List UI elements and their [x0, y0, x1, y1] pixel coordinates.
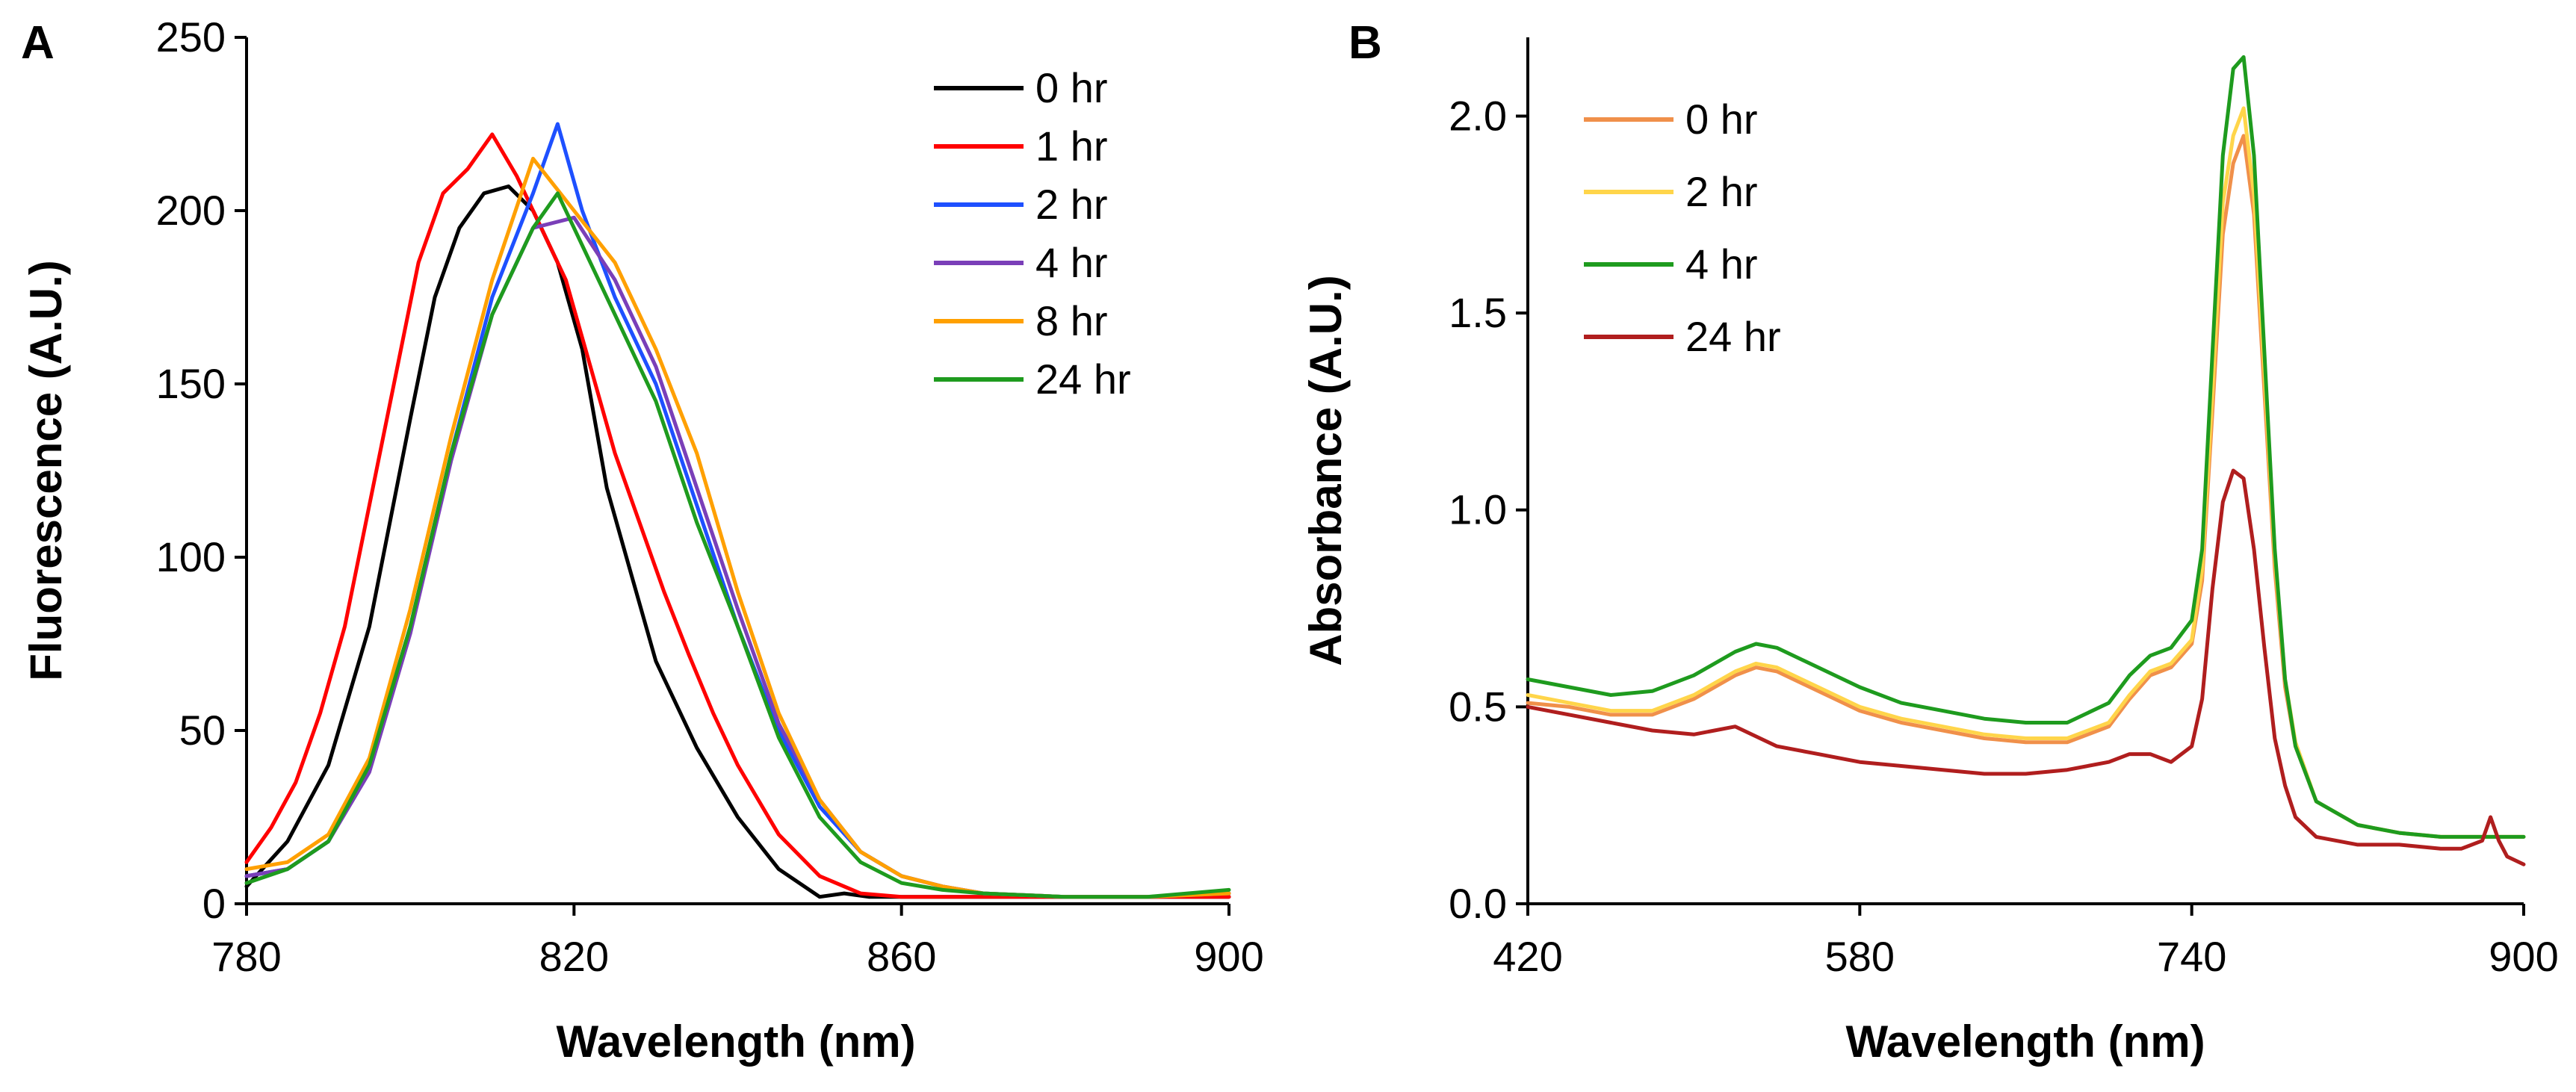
y-tick-label: 1.5 [1449, 289, 1507, 336]
legend-label: 1 hr [1035, 122, 1108, 170]
x-tick-label: 900 [1194, 933, 1263, 980]
y-tick-label: 0 [202, 880, 226, 927]
y-tick-label: 100 [156, 533, 226, 580]
x-tick-label: 860 [867, 933, 936, 980]
y-tick-label: 200 [156, 187, 226, 234]
series-line-4-hr [1526, 55, 2526, 839]
x-tick-label: 580 [1825, 933, 1895, 980]
panel-a-x-axis-title: Wavelength (nm) [556, 1017, 915, 1067]
panel-b-label: B [1349, 17, 1382, 69]
x-tick-label: 900 [2489, 933, 2558, 980]
panel-a-label: A [21, 17, 55, 69]
x-tick-label: 820 [539, 933, 609, 980]
series-line-24-hr [1526, 468, 2526, 866]
y-tick-label: 2.0 [1449, 92, 1507, 139]
y-tick-label: 250 [156, 13, 226, 61]
legend-label: 0 hr [1035, 64, 1108, 111]
x-tick-label: 780 [211, 933, 281, 980]
panel-b-y-axis-title: Absorbance (A.U.) [1301, 275, 1351, 666]
legend-label: 0 hr [1685, 96, 1758, 143]
panel-b: B 0.0 0.5 1.0 1.5 2.0 420 580 740 900 Wavelengt… [1301, 17, 2559, 1067]
panel-b-legend: 0 hr 2 hr 4 hr 24 hr [1584, 96, 1781, 360]
panel-a-y-axis-title: Fluorescence (A.U.) [21, 260, 71, 680]
legend-label: 24 hr [1685, 313, 1781, 360]
legend-label: 2 hr [1035, 181, 1108, 228]
legend-label: 4 hr [1035, 239, 1108, 286]
series-line-24-hr [244, 191, 1231, 899]
y-tick-label: 1.0 [1449, 486, 1507, 533]
series-line-2-hr [1526, 106, 2526, 839]
y-tick-label: 0.0 [1449, 880, 1507, 927]
y-tick-label: 0.5 [1449, 683, 1507, 730]
x-tick-label: 740 [2157, 933, 2226, 980]
panel-a-legend: 0 hr 1 hr 2 hr 4 hr 8 hr 24 hr [934, 64, 1131, 403]
x-tick-label: 420 [1493, 933, 1562, 980]
legend-label: 24 hr [1035, 356, 1131, 403]
y-tick-label: 150 [156, 360, 226, 407]
panel-b-x-axis-title: Wavelength (nm) [1845, 1017, 2205, 1067]
series-line-1-hr [244, 132, 1231, 899]
series-line-0-hr [244, 184, 1231, 899]
y-tick-label: 50 [179, 707, 226, 754]
legend-label: 4 hr [1685, 241, 1758, 288]
legend-label: 8 hr [1035, 297, 1108, 344]
panel-a: A 0 50 100 150 200 250 780 820 860 900 Wavelengt… [21, 13, 1264, 1067]
legend-label: 2 hr [1685, 168, 1758, 215]
